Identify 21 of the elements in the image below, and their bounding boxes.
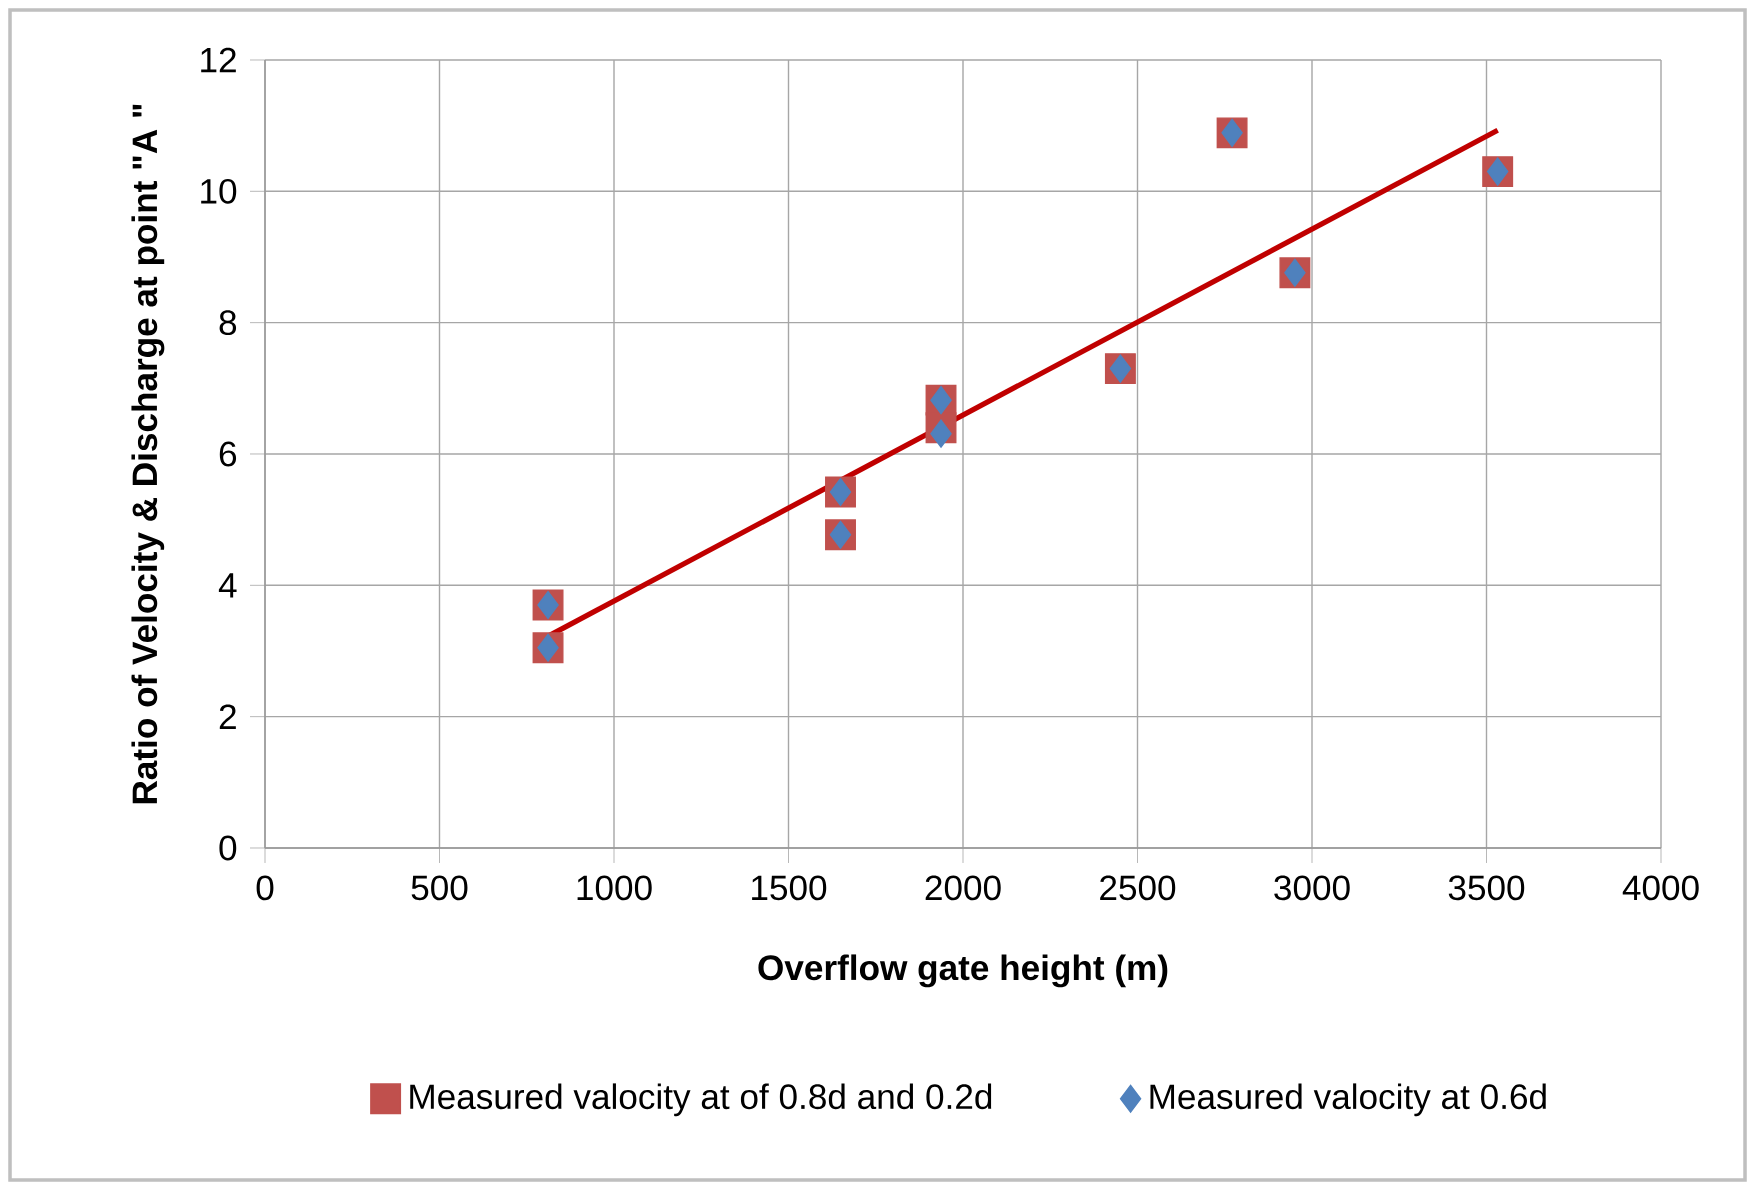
y-tick-label: 6 (219, 441, 237, 467)
legend-label: Measured valocity at 0.6d (1150, 1083, 1546, 1117)
x-tick-label: 2500 (1100, 875, 1176, 901)
y-tick-label: 12 (201, 47, 236, 73)
x-axis-title: Overflow gate height (m) (758, 954, 1168, 988)
y-axis-title: Ratio of Velocity & Discharge at point "A " (131, 104, 165, 804)
y-tick-label: 8 (219, 310, 237, 336)
x-tick-label: 2000 (925, 875, 1001, 901)
x-tick-label: 4000 (1622, 875, 1699, 901)
x-tick-label: 3500 (1448, 875, 1525, 901)
y-tick-label: 4 (218, 573, 237, 598)
y-tick-label: 10 (201, 178, 237, 204)
y-tick-label: 0 (219, 835, 237, 861)
y-tick-label: 2 (219, 704, 236, 729)
x-tick-label: 500 (411, 875, 468, 901)
x-tick-label: 1000 (577, 875, 652, 901)
x-tick-label: 3000 (1274, 875, 1350, 901)
point (930, 419, 952, 448)
x-tick-label: 1500 (752, 875, 827, 901)
legend-label: Measured valocity at of 0.8d and 0.2d (410, 1083, 992, 1117)
x-tick-label: 0 (256, 875, 274, 901)
